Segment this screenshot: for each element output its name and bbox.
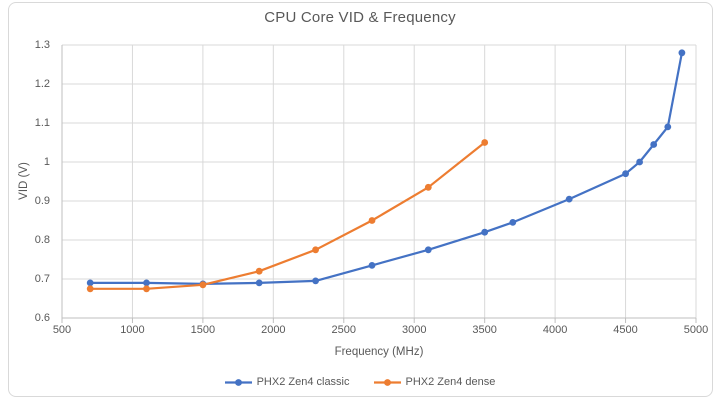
- legend-line-marker-icon: [224, 378, 252, 386]
- series-marker: [636, 158, 643, 166]
- y-tick-label: 1.1: [34, 116, 50, 129]
- series-marker: [481, 139, 489, 146]
- series-line: [89, 141, 486, 290]
- series-marker: [664, 123, 672, 131]
- x-tick-label: 3000: [401, 324, 427, 336]
- series-marker: [255, 267, 263, 275]
- x-axis-title: Frequency (MHz): [334, 346, 424, 358]
- legend-item-classic: PHX2 Zen4 classic: [224, 376, 350, 388]
- series-marker: [678, 49, 686, 57]
- series-marker: [565, 195, 573, 203]
- series-marker: [255, 279, 263, 287]
- series-marker: [312, 246, 319, 254]
- series-marker: [650, 141, 658, 148]
- series-marker: [368, 217, 376, 224]
- series-marker: [622, 170, 629, 178]
- x-tick-label: 3500: [472, 324, 497, 336]
- x-tick-label: 1000: [120, 324, 145, 336]
- series-marker: [143, 285, 150, 293]
- series-marker: [199, 281, 207, 289]
- y-tick-label: 0.6: [34, 311, 50, 324]
- y-tick-label: 0.8: [34, 233, 50, 246]
- legend-line-marker-icon: [373, 378, 401, 386]
- y-tick-label: 1.3: [34, 38, 50, 51]
- series-marker: [424, 246, 432, 254]
- series-marker: [368, 262, 376, 269]
- x-tick-label: 4500: [613, 324, 638, 336]
- series-marker: [424, 183, 432, 191]
- series-marker: [86, 279, 94, 287]
- y-axis-title: VID (V): [18, 162, 30, 200]
- chart-title: CPU Core VID & Frequency: [264, 9, 456, 26]
- legend-label-classic: PHX2 Zen4 classic: [256, 376, 350, 388]
- legend-item-dense: PHX2 Zen4 dense: [373, 376, 496, 388]
- x-tick-label: 500: [52, 324, 72, 336]
- y-tick-label: 1.2: [34, 77, 50, 90]
- series-marker: [143, 279, 150, 287]
- x-tick-label: 4000: [542, 324, 568, 336]
- x-tick-label: 2000: [261, 324, 286, 336]
- legend: PHX2 Zen4 classic PHX2 Zen4 dense: [0, 376, 720, 388]
- series-marker: [509, 219, 517, 226]
- chart-container: [8, 2, 713, 397]
- legend-label-dense: PHX2 Zen4 dense: [405, 376, 496, 388]
- x-tick-label: 2500: [331, 324, 356, 336]
- y-tick-label: 1: [43, 155, 50, 168]
- series-marker: [86, 285, 94, 293]
- x-tick-label: 5000: [683, 324, 709, 336]
- series-marker: [481, 228, 489, 236]
- y-tick-label: 0.7: [34, 272, 50, 285]
- series-line: [89, 51, 684, 285]
- y-tick-label: 0.9: [34, 194, 50, 207]
- x-tick-label: 1500: [190, 324, 216, 336]
- series-marker: [312, 277, 319, 285]
